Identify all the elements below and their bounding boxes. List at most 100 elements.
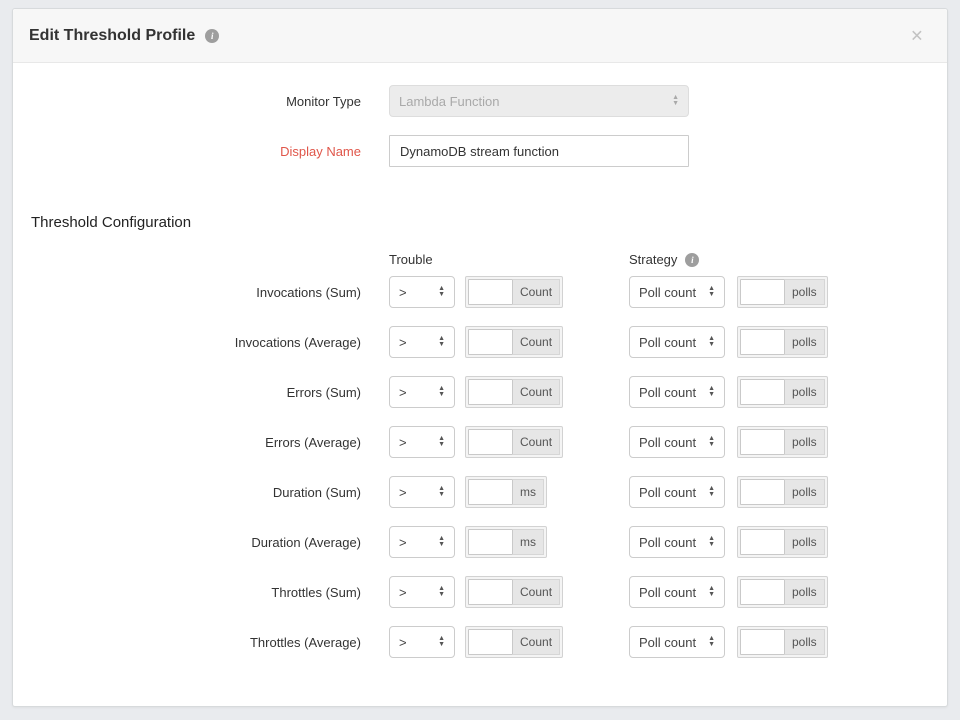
comparator-select[interactable]: > ▲ ▼ <box>389 526 455 558</box>
threshold-value-input[interactable] <box>468 579 513 605</box>
comparator-value: > <box>399 534 407 550</box>
trouble-cell: > ▲ ▼ Count <box>389 426 629 458</box>
threshold-value-input[interactable] <box>468 429 513 455</box>
strategy-value: Poll count <box>639 634 697 650</box>
strategy-value: Poll count <box>639 434 697 450</box>
strategy-value-input[interactable] <box>740 329 785 355</box>
select-spinner-icon: ▲ ▼ <box>708 635 715 648</box>
comparator-select[interactable]: > ▲ ▼ <box>389 426 455 458</box>
comparator-value: > <box>399 584 407 600</box>
comparator-select[interactable]: > ▲ ▼ <box>389 376 455 408</box>
display-name-input[interactable] <box>389 135 689 167</box>
strategy-value: Poll count <box>639 334 697 350</box>
strategy-value-input[interactable] <box>740 579 785 605</box>
strategy-select[interactable]: Poll count ▲ ▼ <box>629 526 725 558</box>
comparator-select[interactable]: > ▲ ▼ <box>389 326 455 358</box>
metric-label: Invocations (Sum) <box>256 284 361 300</box>
display-name-label: Display Name <box>280 143 361 159</box>
strategy-cell: Poll count ▲ ▼ polls <box>629 576 828 608</box>
trouble-column-header: Trouble <box>389 252 433 267</box>
metric-label: Duration (Average) <box>251 534 361 550</box>
select-spinner-icon: ▲ ▼ <box>438 285 445 298</box>
close-icon[interactable]: × <box>910 24 923 47</box>
threshold-row: Errors (Sum) > ▲ ▼ Count Poll count ▲ ▼ po… <box>13 376 947 408</box>
unit-addon: ms <box>513 529 544 555</box>
strategy-value: Poll count <box>639 484 697 500</box>
polls-addon: polls <box>785 329 825 355</box>
unit-addon: Count <box>513 379 561 405</box>
select-spinner-icon: ▲ ▼ <box>438 635 445 648</box>
threshold-value-input[interactable] <box>468 329 513 355</box>
comparator-select[interactable]: > ▲ ▼ <box>389 576 455 608</box>
threshold-value-group: Count <box>465 576 564 608</box>
comparator-value: > <box>399 284 407 300</box>
threshold-row: Throttles (Average) > ▲ ▼ Count Poll coun… <box>13 626 947 658</box>
strategy-value-input[interactable] <box>740 429 785 455</box>
threshold-value-input[interactable] <box>468 529 513 555</box>
strategy-select[interactable]: Poll count ▲ ▼ <box>629 326 725 358</box>
threshold-value-group: Count <box>465 276 564 308</box>
strategy-select[interactable]: Poll count ▲ ▼ <box>629 476 725 508</box>
metric-label: Errors (Average) <box>265 434 361 450</box>
strategy-value-input[interactable] <box>740 279 785 305</box>
polls-addon: polls <box>785 379 825 405</box>
trouble-cell: > ▲ ▼ ms <box>389 526 629 558</box>
polls-addon: polls <box>785 529 825 555</box>
strategy-cell: Poll count ▲ ▼ polls <box>629 326 828 358</box>
title-info-icon[interactable]: i <box>205 28 220 43</box>
threshold-value-input[interactable] <box>468 629 513 655</box>
strategy-value-group: polls <box>737 376 828 408</box>
strategy-cell: Poll count ▲ ▼ polls <box>629 476 828 508</box>
threshold-value-input[interactable] <box>468 479 513 505</box>
comparator-value: > <box>399 334 407 350</box>
threshold-row: Duration (Sum) > ▲ ▼ ms Poll count ▲ ▼ pol… <box>13 476 947 508</box>
strategy-value-input[interactable] <box>740 529 785 555</box>
strategy-select[interactable]: Poll count ▲ ▼ <box>629 576 725 608</box>
select-spinner-icon: ▲ ▼ <box>708 585 715 598</box>
unit-addon: Count <box>513 429 561 455</box>
strategy-cell: Poll count ▲ ▼ polls <box>629 376 828 408</box>
strategy-value-group: polls <box>737 426 828 458</box>
comparator-select[interactable]: > ▲ ▼ <box>389 276 455 308</box>
comparator-value: > <box>399 384 407 400</box>
comparator-select[interactable]: > ▲ ▼ <box>389 476 455 508</box>
strategy-value: Poll count <box>639 534 697 550</box>
strategy-info-icon[interactable]: i <box>685 252 700 267</box>
select-spinner-icon: ▲ ▼ <box>438 485 445 498</box>
strategy-value-group: polls <box>737 326 828 358</box>
polls-addon: polls <box>785 429 825 455</box>
select-spinner-icon: ▲ ▼ <box>438 385 445 398</box>
strategy-select[interactable]: Poll count ▲ ▼ <box>629 276 725 308</box>
monitor-type-row: Monitor Type Lambda Function ▲ ▼ <box>13 85 947 117</box>
strategy-value: Poll count <box>639 284 697 300</box>
polls-addon: polls <box>785 479 825 505</box>
comparator-value: > <box>399 634 407 650</box>
strategy-value-input[interactable] <box>740 629 785 655</box>
threshold-row: Throttles (Sum) > ▲ ▼ Count Poll count ▲ ▼… <box>13 576 947 608</box>
strategy-value-input[interactable] <box>740 379 785 405</box>
strategy-value-group: polls <box>737 276 828 308</box>
strategy-value-input[interactable] <box>740 479 785 505</box>
threshold-row: Errors (Average) > ▲ ▼ Count Poll count ▲… <box>13 426 947 458</box>
strategy-select[interactable]: Poll count ▲ ▼ <box>629 376 725 408</box>
display-name-row: Display Name <box>13 135 947 167</box>
trouble-cell: > ▲ ▼ Count <box>389 276 629 308</box>
unit-addon: ms <box>513 479 544 505</box>
threshold-value-input[interactable] <box>468 279 513 305</box>
strategy-select[interactable]: Poll count ▲ ▼ <box>629 426 725 458</box>
strategy-value: Poll count <box>639 384 697 400</box>
threshold-row: Invocations (Sum) > ▲ ▼ Count Poll count … <box>13 276 947 308</box>
comparator-select[interactable]: > ▲ ▼ <box>389 626 455 658</box>
trouble-cell: > ▲ ▼ Count <box>389 576 629 608</box>
unit-addon: Count <box>513 279 561 305</box>
threshold-value-group: ms <box>465 526 547 558</box>
select-spinner-icon: ▲ ▼ <box>708 385 715 398</box>
strategy-cell: Poll count ▲ ▼ polls <box>629 626 828 658</box>
threshold-configuration-heading: Threshold Configuration <box>31 214 192 231</box>
select-spinner-icon: ▲ ▼ <box>438 435 445 448</box>
threshold-value-input[interactable] <box>468 379 513 405</box>
monitor-type-select: Lambda Function ▲ ▼ <box>389 85 689 117</box>
trouble-cell: > ▲ ▼ ms <box>389 476 629 508</box>
strategy-select[interactable]: Poll count ▲ ▼ <box>629 626 725 658</box>
threshold-value-group: Count <box>465 326 564 358</box>
